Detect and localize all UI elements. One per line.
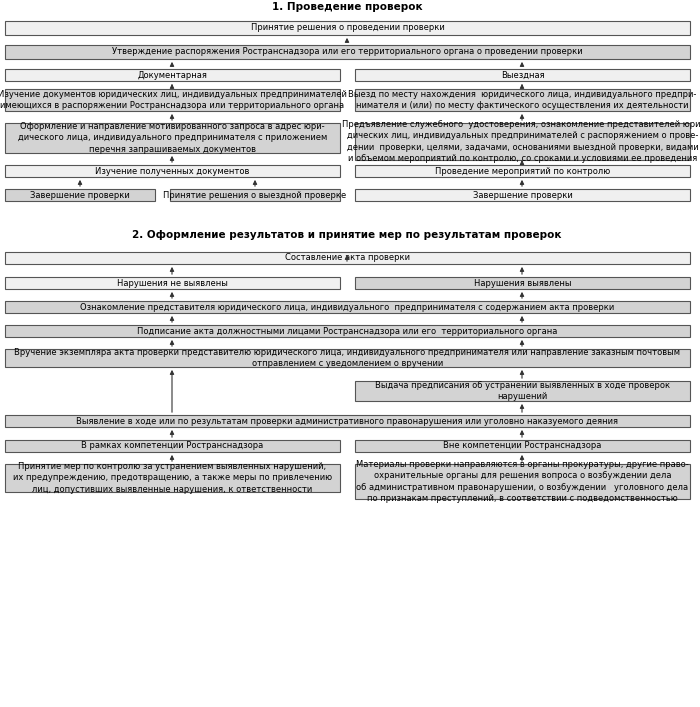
- Text: 1. Проведение проверок: 1. Проведение проверок: [272, 2, 422, 12]
- Text: Выдача предписания об устранении выявленных в ходе проверок
нарушений: Выдача предписания об устранении выявлен…: [375, 381, 670, 401]
- Bar: [355, 440, 690, 452]
- Bar: [170, 189, 340, 201]
- Text: Изучение полученных документов: Изучение полученных документов: [95, 167, 250, 175]
- Text: Завершение проверки: Завершение проверки: [30, 190, 130, 199]
- Bar: [355, 464, 690, 499]
- Text: Проведение мероприятий по контролю: Проведение мероприятий по контролю: [435, 167, 610, 175]
- Bar: [5, 123, 340, 153]
- Bar: [5, 69, 340, 81]
- Bar: [355, 123, 690, 160]
- Text: Принятие решения о выездной проверке: Принятие решения о выездной проверке: [163, 190, 346, 199]
- Text: Предъявление служебного  удостоверения, ознакомление представителей юри-
дически: Предъявление служебного удостоверения, о…: [342, 120, 700, 163]
- Text: Составление акта проверки: Составление акта проверки: [285, 254, 410, 262]
- Text: Выездная: Выездная: [500, 71, 545, 79]
- Bar: [5, 464, 340, 492]
- Text: Ознакомление представителя юридического лица, индивидуального  предпринимателя с: Ознакомление представителя юридического …: [80, 303, 615, 312]
- Bar: [5, 349, 690, 367]
- Bar: [5, 45, 690, 59]
- Bar: [5, 440, 340, 452]
- Text: Принятие мер по контролю за устранением выявленных нарушений,
их предупреждению,: Принятие мер по контролю за устранением …: [13, 462, 332, 493]
- Text: Утверждение распоряжения Ространснадзора или его территориального органа о прове: Утверждение распоряжения Ространснадзора…: [112, 47, 583, 57]
- Bar: [5, 21, 690, 35]
- Bar: [5, 252, 690, 264]
- Text: Изучение документов юридических лиц, индивидуальных предпринимателей
имеющихся в: Изучение документов юридических лиц, инд…: [0, 90, 347, 110]
- Bar: [5, 165, 340, 177]
- Text: Выявление в ходе или по результатам проверки административного правонарушения ил: Выявление в ходе или по результатам пров…: [76, 416, 619, 426]
- Text: Вручение экземпляра акта проверки представителю юридического лица, индивидуально: Вручение экземпляра акта проверки предст…: [15, 348, 680, 368]
- Text: Материалы проверки направляются в органы прокуратуры, другие право-
охранительны: Материалы проверки направляются в органы…: [356, 460, 689, 503]
- Text: Документарная: Документарная: [138, 71, 207, 79]
- Bar: [355, 165, 690, 177]
- Text: Принятие решения о проведении проверки: Принятие решения о проведении проверки: [251, 23, 444, 33]
- Bar: [355, 69, 690, 81]
- Text: Завершение проверки: Завершение проверки: [473, 190, 573, 199]
- Text: Выезд по месту нахождения  юридического лица, индивидуального предпри-
нимателя : Выезд по месту нахождения юридического л…: [349, 90, 696, 110]
- Text: Нарушения выявлены: Нарушения выявлены: [474, 279, 571, 288]
- Bar: [5, 301, 690, 313]
- Bar: [5, 415, 690, 427]
- Bar: [355, 381, 690, 401]
- Text: 2. Оформление результатов и принятие мер по результатам проверок: 2. Оформление результатов и принятие мер…: [132, 230, 561, 240]
- Text: Вне компетенции Ространснадзора: Вне компетенции Ространснадзора: [443, 441, 602, 450]
- Bar: [5, 89, 340, 111]
- Bar: [355, 277, 690, 289]
- Bar: [355, 189, 690, 201]
- Text: В рамках компетенции Ространснадзора: В рамках компетенции Ространснадзора: [81, 441, 264, 450]
- Text: Подписание акта должностными лицами Ространснадзора или его  территориального ор: Подписание акта должностными лицами Рост…: [137, 327, 558, 336]
- Bar: [5, 189, 155, 201]
- Text: Нарушения не выявлены: Нарушения не выявлены: [117, 279, 228, 288]
- Bar: [5, 325, 690, 337]
- Text: Оформление и направление мотивированного запроса в адрес юри-
дического лица, ин: Оформление и направление мотивированного…: [18, 122, 327, 153]
- Bar: [5, 277, 340, 289]
- Bar: [355, 89, 690, 111]
